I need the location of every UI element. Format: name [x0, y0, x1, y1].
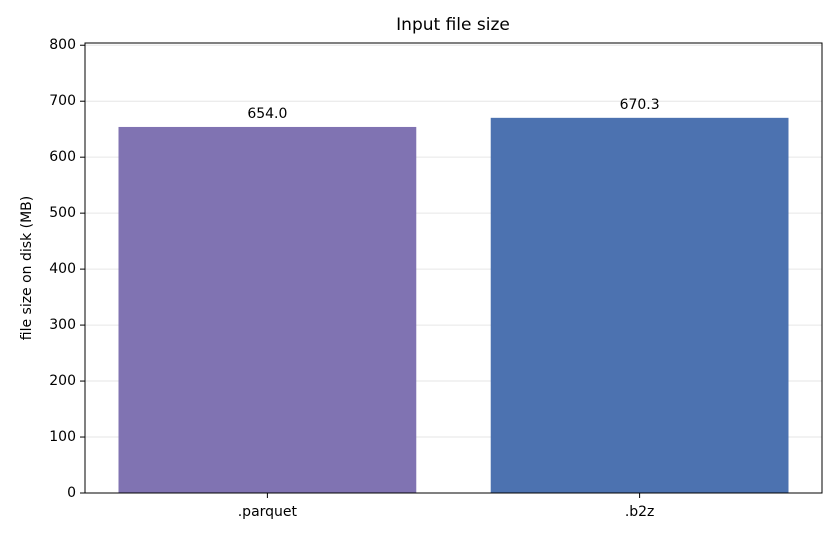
y-tick-label: 100	[49, 429, 76, 445]
y-tick-label: 400	[49, 261, 76, 277]
y-tick-label: 300	[49, 317, 76, 333]
y-tick-label: 600	[49, 149, 76, 165]
value-label: 670.3	[620, 97, 660, 113]
y-tick-label: 800	[49, 37, 76, 53]
bar	[490, 117, 789, 493]
x-tick-label: .b2z	[625, 504, 655, 520]
chart-title: Input file size	[396, 15, 510, 35]
value-label: 654.0	[247, 106, 287, 122]
plot-frame	[84, 42, 823, 494]
y-axis-label: file size on disk (MB)	[19, 196, 35, 341]
y-tick-label: 500	[49, 205, 76, 221]
bar	[118, 126, 417, 493]
y-tick-label: 700	[49, 93, 76, 109]
y-tick-label: 0	[67, 485, 76, 501]
x-tick-label: .parquet	[238, 504, 298, 520]
y-tick-label: 200	[49, 373, 76, 389]
